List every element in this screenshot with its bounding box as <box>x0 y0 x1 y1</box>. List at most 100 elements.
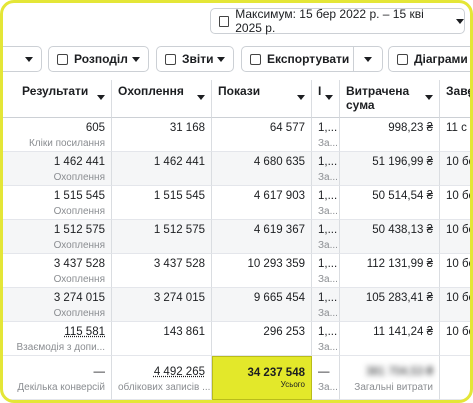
sort-caret[interactable] <box>97 95 105 100</box>
table-cell: 1 515 545 <box>112 186 212 220</box>
column-header[interactable]: Заве <box>440 80 470 118</box>
cell-value: 10 бе <box>446 224 473 236</box>
cell-subtitle: За... <box>318 382 338 393</box>
table-cell: 1,... За... <box>312 152 340 186</box>
columns-button[interactable] <box>3 46 42 72</box>
cell-value: 10 бе <box>446 190 473 202</box>
table-cell: 10 293 359 <box>212 254 312 288</box>
table-cell: 381 704,53 ₴ Загальні витрати <box>340 356 440 400</box>
cell-value: 1 515 545 <box>153 190 205 202</box>
table-cell: 1 512 575 Охоплення <box>3 220 112 254</box>
table-cell: 1 462 441 Охоплення <box>3 152 112 186</box>
cell-value: 11 141,24 ₴ <box>373 326 433 338</box>
sort-caret[interactable] <box>325 95 333 100</box>
cell-value: 4 617 903 <box>253 190 305 202</box>
date-range-button[interactable]: Максимум: 15 бер 2022 р. – 15 кві 2025 р… <box>210 7 465 35</box>
header-label: І <box>318 84 322 98</box>
cell-value: 11 с <box>446 122 467 134</box>
cell-value: 112 131,99 ₴ <box>366 258 433 270</box>
table-cell: 10 бе <box>440 220 473 254</box>
cell-value: 1,... <box>318 326 338 338</box>
cell-value: 1,... <box>318 258 338 270</box>
cell-value: 31 168 <box>169 122 205 134</box>
reports-button[interactable]: Звіти <box>156 46 234 72</box>
table-cell: 998,23 ₴ <box>340 118 440 152</box>
sort-caret[interactable] <box>425 95 433 100</box>
sort-caret[interactable] <box>197 95 205 100</box>
cell-value: 143 861 <box>163 326 205 338</box>
header-label: Результати <box>22 84 89 98</box>
table-cell: 10 бе <box>440 254 473 288</box>
column-header[interactable]: Покази <box>212 80 312 118</box>
cell-subtitle: Кліки посилання <box>28 138 105 149</box>
table-cell: 115 581 Взаємодія з допи... <box>3 322 112 356</box>
cell-value: 1,... <box>318 190 338 202</box>
cell-value: 10 бе <box>446 258 473 270</box>
cell-value: 51 196,99 ₴ <box>372 156 433 168</box>
cell-value: 1 515 545 <box>53 190 105 202</box>
table-cell: 31 168 <box>112 118 212 152</box>
button-label: Розподіл <box>74 52 128 66</box>
cell-value: 1 462 441 <box>53 156 105 168</box>
table-cell: — За... <box>312 356 340 400</box>
cell-value: 1,... <box>318 122 338 134</box>
table-cell: 3 437 528 <box>112 254 212 288</box>
data-table: Результати Охоплення Покази І Витрачена сума… <box>3 80 470 400</box>
cell-value: 9 665 454 <box>253 292 305 304</box>
cell-value: 998,23 ₴ <box>388 122 433 134</box>
cell-value: 1 512 575 <box>153 224 205 236</box>
table-cell: 11 с <box>440 118 470 152</box>
table-cell: 34 237 548 Усього <box>212 356 312 400</box>
cell-value: 1 512 575 <box>53 224 105 236</box>
cell-subtitle: Декілька конверсій <box>17 382 105 393</box>
cell-value: — <box>93 366 106 378</box>
cell-value: 105 283,41 ₴ <box>365 292 433 304</box>
cell-subtitle: облікових записів ... <box>118 382 211 393</box>
table-cell: 1,... За... <box>312 118 340 152</box>
header-label: Охоплення <box>118 84 184 98</box>
column-header[interactable]: Витрачена сума <box>340 80 440 118</box>
cell-value: 10 бе <box>446 326 473 338</box>
cell-value: 296 253 <box>263 326 305 338</box>
table-cell: 50 438,13 ₴ <box>340 220 440 254</box>
cell-subtitle: Охоплення <box>53 274 105 285</box>
table-cell: 3 274 015 Охоплення <box>3 288 112 322</box>
table-cell: 11 141,24 ₴ <box>340 322 440 356</box>
cell-subtitle: За... <box>318 138 338 149</box>
button-label: Звіти <box>182 52 214 66</box>
column-header[interactable]: Охоплення <box>112 80 212 118</box>
breakdown-button[interactable]: Розподіл <box>48 46 149 72</box>
column-header[interactable]: Результати <box>3 80 112 118</box>
button-label: Діаграми <box>414 52 468 66</box>
table-cell: 1,... За... <box>312 288 340 322</box>
table-cell: 3 274 015 <box>112 288 212 322</box>
sort-caret[interactable] <box>468 95 470 100</box>
sort-caret[interactable] <box>297 95 305 100</box>
cell-subtitle: Охоплення <box>53 206 105 217</box>
table-cell: 10 бе <box>440 186 473 220</box>
cell-value: 50 514,54 ₴ <box>372 190 433 202</box>
table-cell: 1,... За... <box>312 254 340 288</box>
cell-subtitle: За... <box>318 172 338 183</box>
column-header[interactable]: І <box>312 80 340 118</box>
cell-value: 64 577 <box>269 122 305 134</box>
table-cell: 112 131,99 ₴ <box>340 254 440 288</box>
date-range-label: Максимум: 15 бер 2022 р. – 15 кві 2025 р… <box>235 7 424 35</box>
cell-value: 50 438,13 ₴ <box>372 224 433 236</box>
table-cell: 143 861 <box>112 322 212 356</box>
cell-value: 1,... <box>318 224 338 236</box>
cell-value: 10 бе <box>446 292 473 304</box>
cell-value: 10 бе <box>446 156 473 168</box>
table-cell: 1 462 441 <box>112 152 212 186</box>
cell-subtitle: За... <box>318 308 338 319</box>
table-cell: 10 бе <box>440 322 473 356</box>
cell-value: 3 274 015 <box>153 292 205 304</box>
export-button[interactable]: Експортувати <box>241 46 383 72</box>
charts-button[interactable]: Діаграми <box>388 46 470 72</box>
table-cell: — Декілька конверсій <box>3 356 112 400</box>
cell-value: 1,... <box>318 292 338 304</box>
cell-value: 1,... <box>318 156 338 168</box>
cell-value: 605 <box>85 122 105 134</box>
table-cell: 10 бе <box>440 152 473 186</box>
